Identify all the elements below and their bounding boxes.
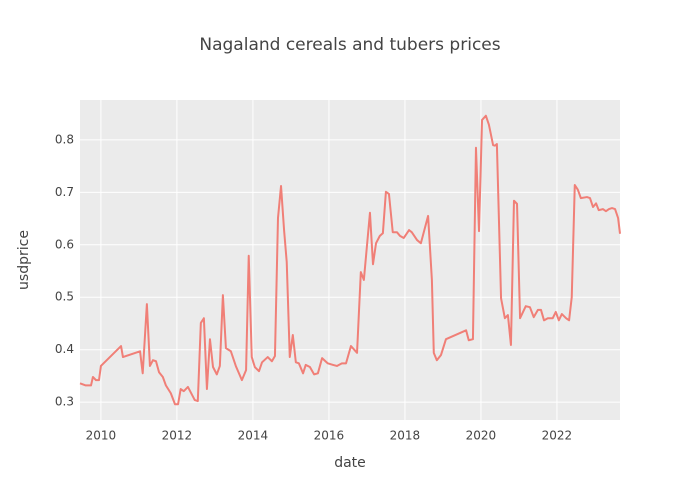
x-tick-label: 2018	[390, 429, 421, 443]
y-tick-label: 0.6	[55, 237, 74, 251]
x-axis-title: date	[334, 455, 366, 471]
x-tick-label: 2014	[238, 429, 269, 443]
y-tick-label: 0.4	[55, 342, 74, 356]
x-tick-label: 2016	[314, 429, 345, 443]
x-tick-label: 2012	[162, 429, 193, 443]
chart-title: Nagaland cereals and tubers prices	[199, 35, 500, 55]
y-tick-label: 0.8	[55, 132, 74, 146]
y-axis-title: usdprice	[16, 230, 32, 290]
x-tick-label: 2020	[466, 429, 497, 443]
y-tick-label: 0.5	[55, 290, 74, 304]
plot-area	[80, 100, 620, 420]
y-tick-label: 0.7	[55, 185, 74, 199]
x-tick-label: 2022	[542, 429, 573, 443]
y-tick-label: 0.3	[55, 395, 74, 409]
x-tick-label: 2010	[86, 429, 117, 443]
data-line	[79, 114, 621, 406]
